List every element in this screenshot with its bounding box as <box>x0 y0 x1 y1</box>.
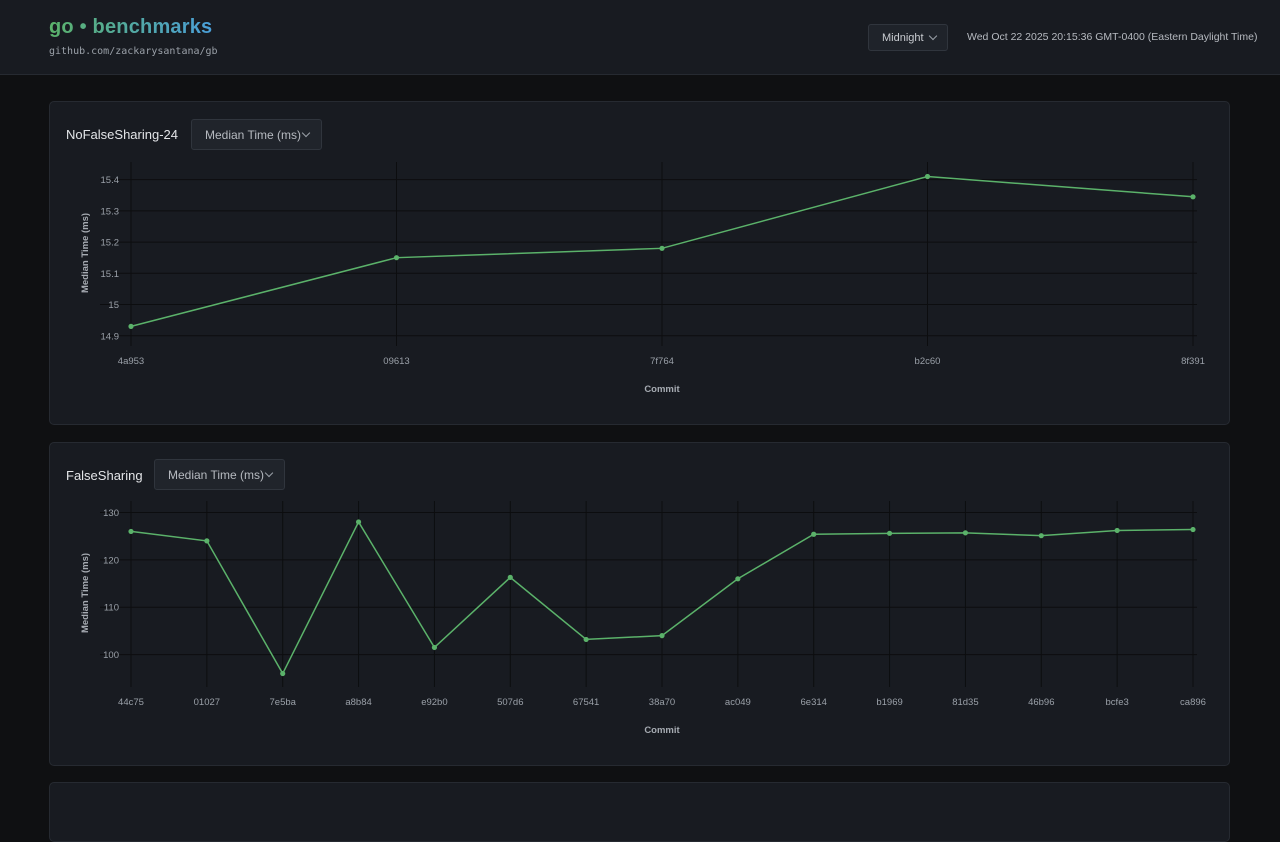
x-tick-label: 81d35 <box>952 697 978 708</box>
data-point <box>1038 533 1044 539</box>
benchmark-title: FalseSharing <box>66 468 143 483</box>
x-tick-label: 6e314 <box>801 697 827 708</box>
y-tick-label: 15.2 <box>101 238 120 249</box>
metric-select-value: Median Time (ms) <box>205 127 302 142</box>
y-axis-title: Median Time (ms) <box>80 213 91 293</box>
y-tick-label: 130 <box>103 508 119 519</box>
data-point <box>886 530 893 536</box>
app-header: go • benchmarks github.com/zackarysantan… <box>0 0 1280 75</box>
x-tick-label: 44c75 <box>118 697 144 708</box>
data-point <box>355 519 362 525</box>
data-point <box>1190 194 1196 200</box>
data-point <box>507 574 513 580</box>
data-point <box>659 633 665 639</box>
data-point <box>128 528 134 535</box>
x-tick-label: 46b96 <box>1028 697 1054 708</box>
y-tick-label: 100 <box>103 650 119 661</box>
data-point <box>1190 526 1196 533</box>
data-point <box>1114 527 1120 534</box>
x-tick-label: bcfe3 <box>1106 697 1129 708</box>
x-tick-label: ca896 <box>1180 697 1206 708</box>
timestamp: Wed Oct 22 2025 20:15:36 GMT-0400 (Easte… <box>967 31 1258 43</box>
y-tick-label: 120 <box>103 555 119 566</box>
x-tick-label: 09613 <box>383 356 409 367</box>
x-tick-label: 4a953 <box>118 356 144 367</box>
data-point <box>924 173 931 180</box>
x-tick-label: b1969 <box>876 697 902 708</box>
x-tick-label: b2c60 <box>915 356 941 367</box>
theme-select-value: Midnight <box>882 31 924 44</box>
x-tick-label: 38a70 <box>649 697 675 708</box>
benchmark-chart: 14.9 15 15.1 15.2 15.3 15.4 4a953 09613 7f764 b2c… <box>80 162 1205 395</box>
benchmark-card: NoFalseSharing-24 Median Time (ms) 14.9 1… <box>49 101 1230 425</box>
x-tick-label: ac049 <box>725 697 751 708</box>
data-point <box>659 245 665 251</box>
data-point <box>128 323 134 329</box>
y-tick-label: 15 <box>108 300 119 311</box>
data-point <box>393 255 400 261</box>
x-axis-title: Commit <box>644 725 680 736</box>
metric-select[interactable]: Median Time (ms) <box>154 459 285 490</box>
y-axis-title: Median Time (ms) <box>80 553 91 633</box>
data-point <box>583 636 589 643</box>
brand: go • benchmarks github.com/zackarysantan… <box>49 16 218 57</box>
benchmark-card <box>49 782 1230 842</box>
chevron-down-icon <box>928 31 938 41</box>
x-tick-label: 8f391 <box>1181 356 1205 367</box>
x-axis-title: Commit <box>644 384 680 395</box>
benchmark-title: NoFalseSharing-24 <box>66 127 179 142</box>
x-tick-label: 507d6 <box>497 697 523 708</box>
y-tick-label: 14.9 <box>101 331 120 342</box>
y-tick-label: 15.4 <box>101 175 120 186</box>
theme-select[interactable]: Midnight <box>868 24 948 51</box>
y-tick-label: 110 <box>104 603 119 614</box>
metric-select[interactable]: Median Time (ms) <box>191 119 322 150</box>
data-point <box>735 576 741 582</box>
data-point <box>962 530 969 536</box>
data-point <box>431 644 438 651</box>
x-tick-label: a8b84 <box>345 697 371 708</box>
y-tick-label: 15.1 <box>101 269 120 280</box>
y-tick-label: 15.3 <box>101 206 120 217</box>
x-tick-label: 01027 <box>194 697 220 708</box>
benchmark-card: FalseSharing Median Time (ms) 100 110 120 1… <box>49 442 1230 766</box>
repo-link[interactable]: github.com/zackarysantana/gb <box>49 46 218 57</box>
x-tick-label: 67541 <box>573 697 599 708</box>
benchmark-chart: 100 110 120 130 44c75 01027 7e5ba a8b84 e92b0 507… <box>80 501 1206 736</box>
x-tick-label: 7e5ba <box>270 697 297 708</box>
x-tick-label: 7f764 <box>650 356 674 367</box>
data-point <box>204 538 210 544</box>
data-point <box>811 531 817 537</box>
metric-select-value: Median Time (ms) <box>168 467 265 482</box>
x-tick-label: e92b0 <box>421 697 447 708</box>
data-point <box>280 670 286 677</box>
app-title: go • benchmarks <box>49 16 213 38</box>
